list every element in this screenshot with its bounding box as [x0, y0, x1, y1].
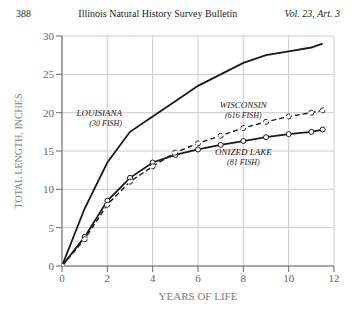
svg-text:ONIZED LAKE: ONIZED LAKE — [215, 147, 272, 157]
html-text:Vol. 23, Art. 3: Vol. 23, Art. 3 — [284, 8, 340, 19]
svg-text:(30 FISH): (30 FISH) — [89, 119, 122, 128]
svg-text:8: 8 — [241, 272, 247, 284]
svg-text:WISCONSIN: WISCONSIN — [220, 100, 268, 110]
svg-text:10: 10 — [283, 272, 295, 284]
svg-text:25: 25 — [43, 68, 55, 80]
svg-text:(616 FISH): (616 FISH) — [225, 111, 262, 120]
svg-text:4: 4 — [150, 272, 156, 284]
svg-text:0: 0 — [49, 260, 55, 272]
svg-text:15: 15 — [43, 145, 55, 157]
svg-text:TOTAL LENGTH, INCHES: TOTAL LENGTH, INCHES — [13, 93, 24, 208]
svg-text:5: 5 — [49, 222, 55, 234]
svg-text:10: 10 — [43, 183, 55, 195]
svg-text:30: 30 — [43, 30, 55, 42]
svg-text:2: 2 — [105, 272, 111, 284]
html-text:Illinois Natural History Surve: Illinois Natural History Survey Bulletin — [78, 8, 238, 19]
svg-text:LOUISIANA: LOUISIANA — [76, 108, 123, 118]
svg-text:6: 6 — [195, 272, 201, 284]
svg-text:YEARS OF LIFE: YEARS OF LIFE — [159, 290, 238, 302]
svg-text:20: 20 — [43, 107, 55, 119]
svg-text:12: 12 — [329, 272, 340, 284]
svg-text:(81 FISH): (81 FISH) — [227, 158, 260, 167]
svg-text:0: 0 — [59, 272, 65, 284]
html-text:388: 388 — [16, 8, 31, 19]
